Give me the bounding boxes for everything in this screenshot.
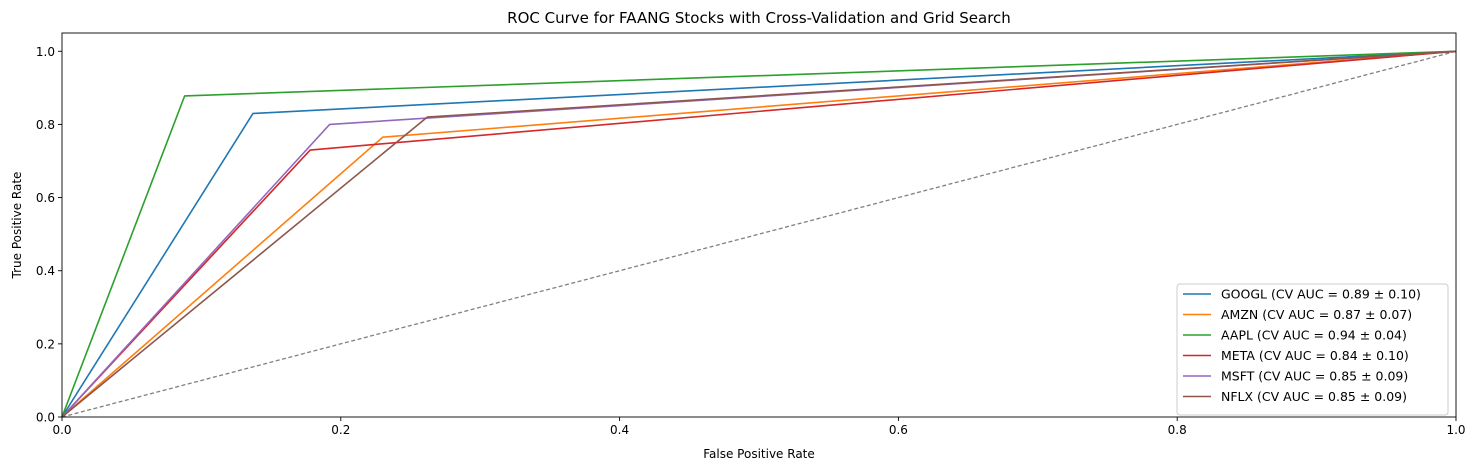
series-line-nflx xyxy=(61,50,1457,418)
y-tick-label: 0.2 xyxy=(36,337,55,351)
plot-frame xyxy=(61,32,1457,418)
plot-area: 0.0 0.2 0.4 0.6 0.8 1.0 0.0 0.2 0.4 0.6 0.8 1.0 xyxy=(36,32,1466,437)
x-tick-label: 0.8 xyxy=(1168,423,1187,437)
x-tick-label: 0.4 xyxy=(610,423,629,437)
x-axis-title: False Positive Rate xyxy=(703,447,815,461)
series-line-aapl xyxy=(61,50,1457,418)
legend-label: AMZN (CV AUC = 0.87 ± 0.07) xyxy=(1221,307,1412,322)
legend-label: NFLX (CV AUC = 0.85 ± 0.09) xyxy=(1221,389,1407,404)
y-tick-label: 0.4 xyxy=(36,264,55,278)
y-tick-label: 0.8 xyxy=(36,118,55,132)
y-axis-title: True Positive Rate xyxy=(10,172,24,280)
x-tick-label: 1.0 xyxy=(1446,423,1465,437)
x-tick-label: 0.0 xyxy=(52,423,71,437)
legend-label: AAPL (CV AUC = 0.94 ± 0.04) xyxy=(1221,328,1407,343)
y-tick-label: 1.0 xyxy=(36,45,55,59)
legend: GOOGL (CV AUC = 0.89 ± 0.10) AMZN (CV AUC… xyxy=(1176,283,1449,416)
series-line-amzn xyxy=(61,50,1457,418)
y-tick-label: 0.0 xyxy=(36,411,55,425)
series-line-meta xyxy=(61,50,1457,418)
x-tick-label: 0.6 xyxy=(889,423,908,437)
legend-label: META (CV AUC = 0.84 ± 0.10) xyxy=(1221,348,1409,363)
series-line-googl xyxy=(61,50,1457,418)
legend-box xyxy=(1176,283,1449,416)
legend-label: MSFT (CV AUC = 0.85 ± 0.09) xyxy=(1221,369,1408,384)
legend-label: GOOGL (CV AUC = 0.89 ± 0.10) xyxy=(1221,287,1421,302)
chart-title: ROC Curve for FAANG Stocks with Cross-Va… xyxy=(507,9,1011,27)
x-tick-label: 0.2 xyxy=(331,423,350,437)
y-tick-label: 0.6 xyxy=(36,191,55,205)
